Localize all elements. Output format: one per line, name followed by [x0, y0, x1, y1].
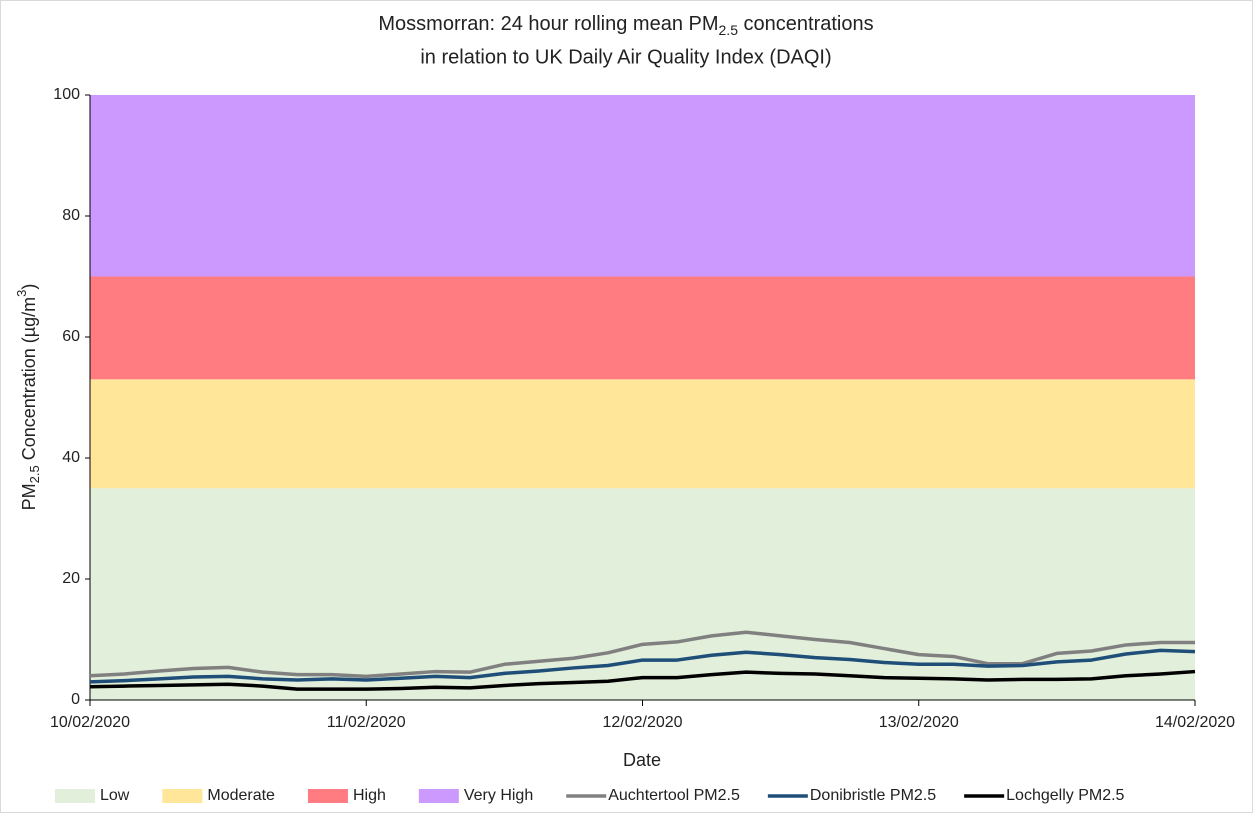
aqi-band — [90, 95, 1195, 277]
legend-swatch — [162, 789, 203, 803]
legend-label: Very High — [464, 787, 533, 804]
legend-swatch — [307, 789, 348, 803]
x-tick-label: 12/02/2020 — [602, 714, 682, 731]
legend-label: Donibristle PM2.5 — [810, 787, 936, 804]
chart-title: Mossmorran: 24 hour rolling mean PM2.5 c… — [378, 13, 873, 37]
y-label-superscript: 3 — [14, 290, 29, 297]
y-tick-label: 0 — [71, 691, 80, 708]
y-label-text: ) — [19, 284, 39, 290]
legend-label: Lochgelly PM2.5 — [1006, 787, 1124, 804]
title-text: concentrations — [738, 13, 874, 35]
legend-swatch — [418, 789, 459, 803]
legend-label: Low — [100, 787, 130, 804]
y-label-text: Concentration (µg/m — [19, 297, 39, 465]
x-axis-label: Date — [623, 750, 661, 770]
y-tick-label: 40 — [62, 449, 80, 466]
chart-subtitle: in relation to UK Daily Air Quality Inde… — [420, 46, 831, 68]
x-tick-label: 11/02/2020 — [327, 714, 406, 731]
legend-label: Moderate — [207, 787, 275, 804]
y-tick-label: 60 — [62, 328, 80, 345]
aqi-band — [90, 488, 1195, 700]
title-text: Mossmorran: 24 hour rolling mean PM — [378, 13, 718, 35]
aqi-band — [90, 276, 1195, 380]
y-tick-label: 20 — [62, 570, 80, 587]
legend-label: Auchtertool PM2.5 — [608, 787, 740, 804]
x-tick-label: 13/02/2020 — [879, 714, 959, 731]
y-tick-label: 80 — [62, 207, 80, 224]
y-label-subscript: 2.5 — [27, 465, 42, 483]
y-axis-label: PM2.5 Concentration (µg/m3) — [14, 284, 42, 511]
x-tick-label: 10/02/2020 — [50, 714, 130, 731]
aqi-band — [90, 379, 1195, 489]
legend-label: High — [353, 787, 386, 804]
series-line — [89, 648, 1196, 684]
series-line — [89, 630, 1195, 679]
title-subscript: 2.5 — [719, 22, 739, 38]
y-label-text: PM — [19, 483, 39, 510]
y-tick-label: 100 — [53, 86, 80, 103]
series-line — [89, 669, 1196, 691]
legend-swatch — [55, 789, 95, 803]
x-tick-label: 14/02/2020 — [1155, 714, 1235, 731]
